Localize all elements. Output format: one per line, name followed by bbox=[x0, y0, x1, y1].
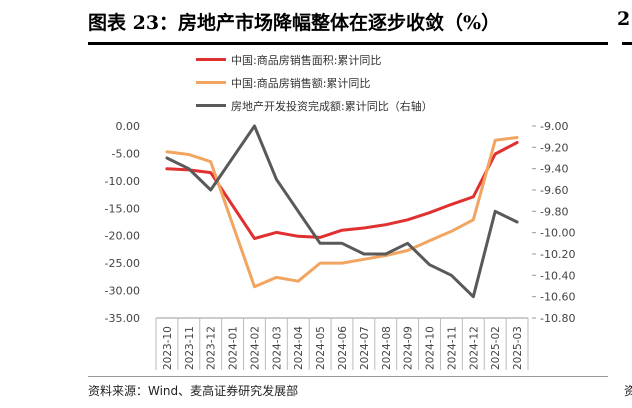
chart-legend: 中国:商品房销售面积:累计同比 中国:商品房销售额:累计同比 房地产开发投资完成… bbox=[196, 48, 433, 117]
y-right-tick-label: -9.80 bbox=[540, 205, 568, 218]
legend-item-sales-area: 中国:商品房销售面积:累计同比 bbox=[196, 48, 433, 71]
y-right-tick-label: -10.20 bbox=[540, 248, 575, 261]
y-left-tick-label: -15.00 bbox=[105, 202, 140, 215]
x-tick-label: 2024-08 bbox=[381, 326, 393, 370]
x-tick-label: 2024-06 bbox=[337, 326, 349, 370]
x-tick-label: 2023-11 bbox=[184, 326, 196, 370]
page-title: 图表 23：房地产市场降幅整体在逐步收敛（%） bbox=[88, 12, 501, 34]
legend-label-investment: 房地产开发投资完成额:累计同比（右轴） bbox=[231, 99, 433, 113]
x-tick-label: 2024-07 bbox=[359, 326, 371, 370]
legend-item-sales-amount: 中国:商品房销售额:累计同比 bbox=[196, 71, 433, 94]
adjacent-chart-title-fragment: 2 bbox=[617, 8, 631, 30]
y-right-tick-label: -10.00 bbox=[540, 227, 575, 240]
y-right-tick-label: -10.40 bbox=[540, 269, 575, 282]
legend-label-sales-area: 中国:商品房销售面积:累计同比 bbox=[231, 53, 382, 67]
x-tick-label: 2025-02 bbox=[490, 326, 502, 370]
series-line-0 bbox=[165, 141, 519, 240]
source-note: 资料来源：Wind、麦高证券研究发展部 bbox=[88, 384, 299, 398]
y-left-tick-label: -25.00 bbox=[105, 257, 140, 270]
footer-rule bbox=[88, 376, 608, 377]
x-tick-label: 2024-12 bbox=[468, 326, 480, 370]
x-tick-label: 2024-03 bbox=[271, 326, 283, 370]
y-right-tick-label: -9.00 bbox=[540, 120, 568, 133]
y-left-tick-label: -35.00 bbox=[105, 312, 140, 325]
y-left-tick-label: -20.00 bbox=[105, 230, 140, 243]
y-left-tick-label: 0.00 bbox=[116, 120, 141, 133]
y-right-tick-label: -9.40 bbox=[540, 163, 568, 176]
x-tick-label: 2024-02 bbox=[249, 326, 261, 370]
adjacent-chart-source-fragment: 资 bbox=[624, 384, 632, 398]
adjacent-chart-title-rule bbox=[622, 42, 632, 45]
y-left-tick-label: -10.00 bbox=[105, 175, 140, 188]
x-tick-label: 2024-10 bbox=[425, 326, 437, 370]
x-tick-label: 2023-10 bbox=[162, 326, 174, 370]
y-right-tick-label: -10.80 bbox=[540, 312, 575, 325]
legend-item-investment: 房地产开发投资完成额:累计同比（右轴） bbox=[196, 94, 433, 117]
x-tick-label: 2024-09 bbox=[403, 326, 415, 370]
x-tick-label: 2024-05 bbox=[315, 326, 327, 370]
y-left-tick-label: -30.00 bbox=[105, 285, 140, 298]
title-rule bbox=[88, 42, 608, 45]
series-line-1 bbox=[165, 136, 519, 289]
x-tick-label: 2024-11 bbox=[446, 326, 458, 370]
legend-swatch-sales-area bbox=[196, 58, 226, 61]
y-right-tick-label: -10.60 bbox=[540, 291, 575, 304]
x-tick-label: 2023-12 bbox=[206, 326, 218, 370]
x-tick-label: 2024-01 bbox=[228, 326, 240, 370]
legend-label-sales-amount: 中国:商品房销售额:累计同比 bbox=[231, 76, 371, 90]
legend-swatch-investment bbox=[196, 104, 226, 107]
x-tick-label: 2025-03 bbox=[512, 326, 524, 370]
x-tick-label: 2024-04 bbox=[293, 326, 305, 370]
legend-swatch-sales-amount bbox=[196, 81, 226, 84]
series-line-2 bbox=[165, 124, 519, 299]
y-right-tick-label: -9.60 bbox=[540, 184, 568, 197]
y-right-tick-label: -9.20 bbox=[540, 141, 568, 154]
y-left-tick-label: -5.00 bbox=[112, 147, 140, 160]
